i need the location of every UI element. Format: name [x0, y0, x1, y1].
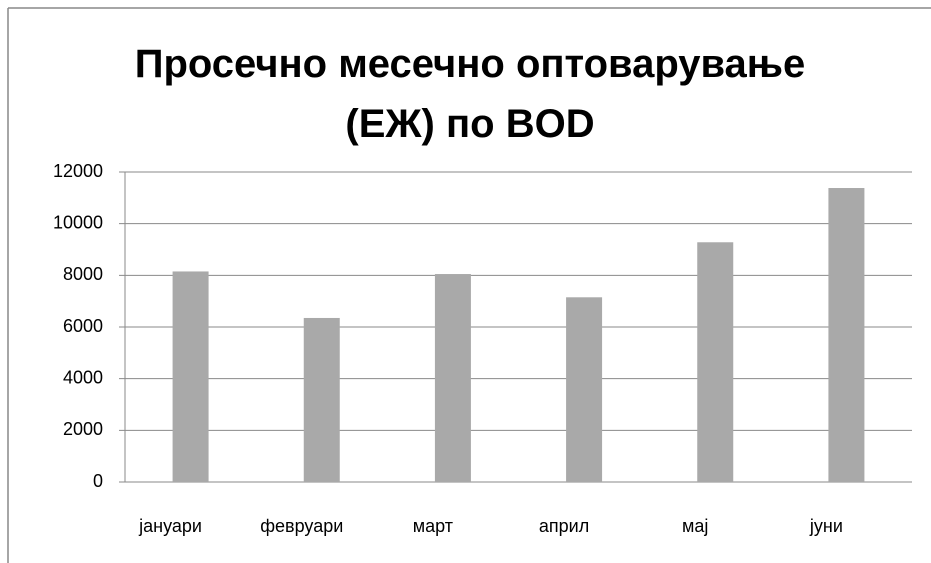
y-tick-label: 12000: [53, 161, 103, 181]
x-tick-label: јуни: [809, 516, 843, 536]
y-tick-label: 6000: [63, 316, 103, 336]
x-tick-label: март: [413, 516, 453, 536]
bar: [566, 297, 603, 482]
bar: [697, 242, 734, 482]
y-tick-label: 2000: [63, 419, 103, 439]
bar: [303, 317, 340, 482]
x-tick-label: мај: [682, 516, 708, 536]
bar: [172, 271, 209, 482]
y-tick-label: 8000: [63, 264, 103, 284]
y-tick-label: 0: [93, 471, 103, 491]
x-tick-label: април: [539, 516, 589, 536]
chart-title: Просечно месечно оптоварување (ЕЖ) по BO…: [134, 42, 806, 146]
y-tick-label: 10000: [53, 212, 103, 232]
y-tick-label: 4000: [63, 367, 103, 387]
x-tick-label: февруари: [260, 516, 343, 536]
x-tick-label: јануари: [138, 516, 202, 536]
bar: [828, 188, 865, 482]
bar: [434, 274, 471, 482]
